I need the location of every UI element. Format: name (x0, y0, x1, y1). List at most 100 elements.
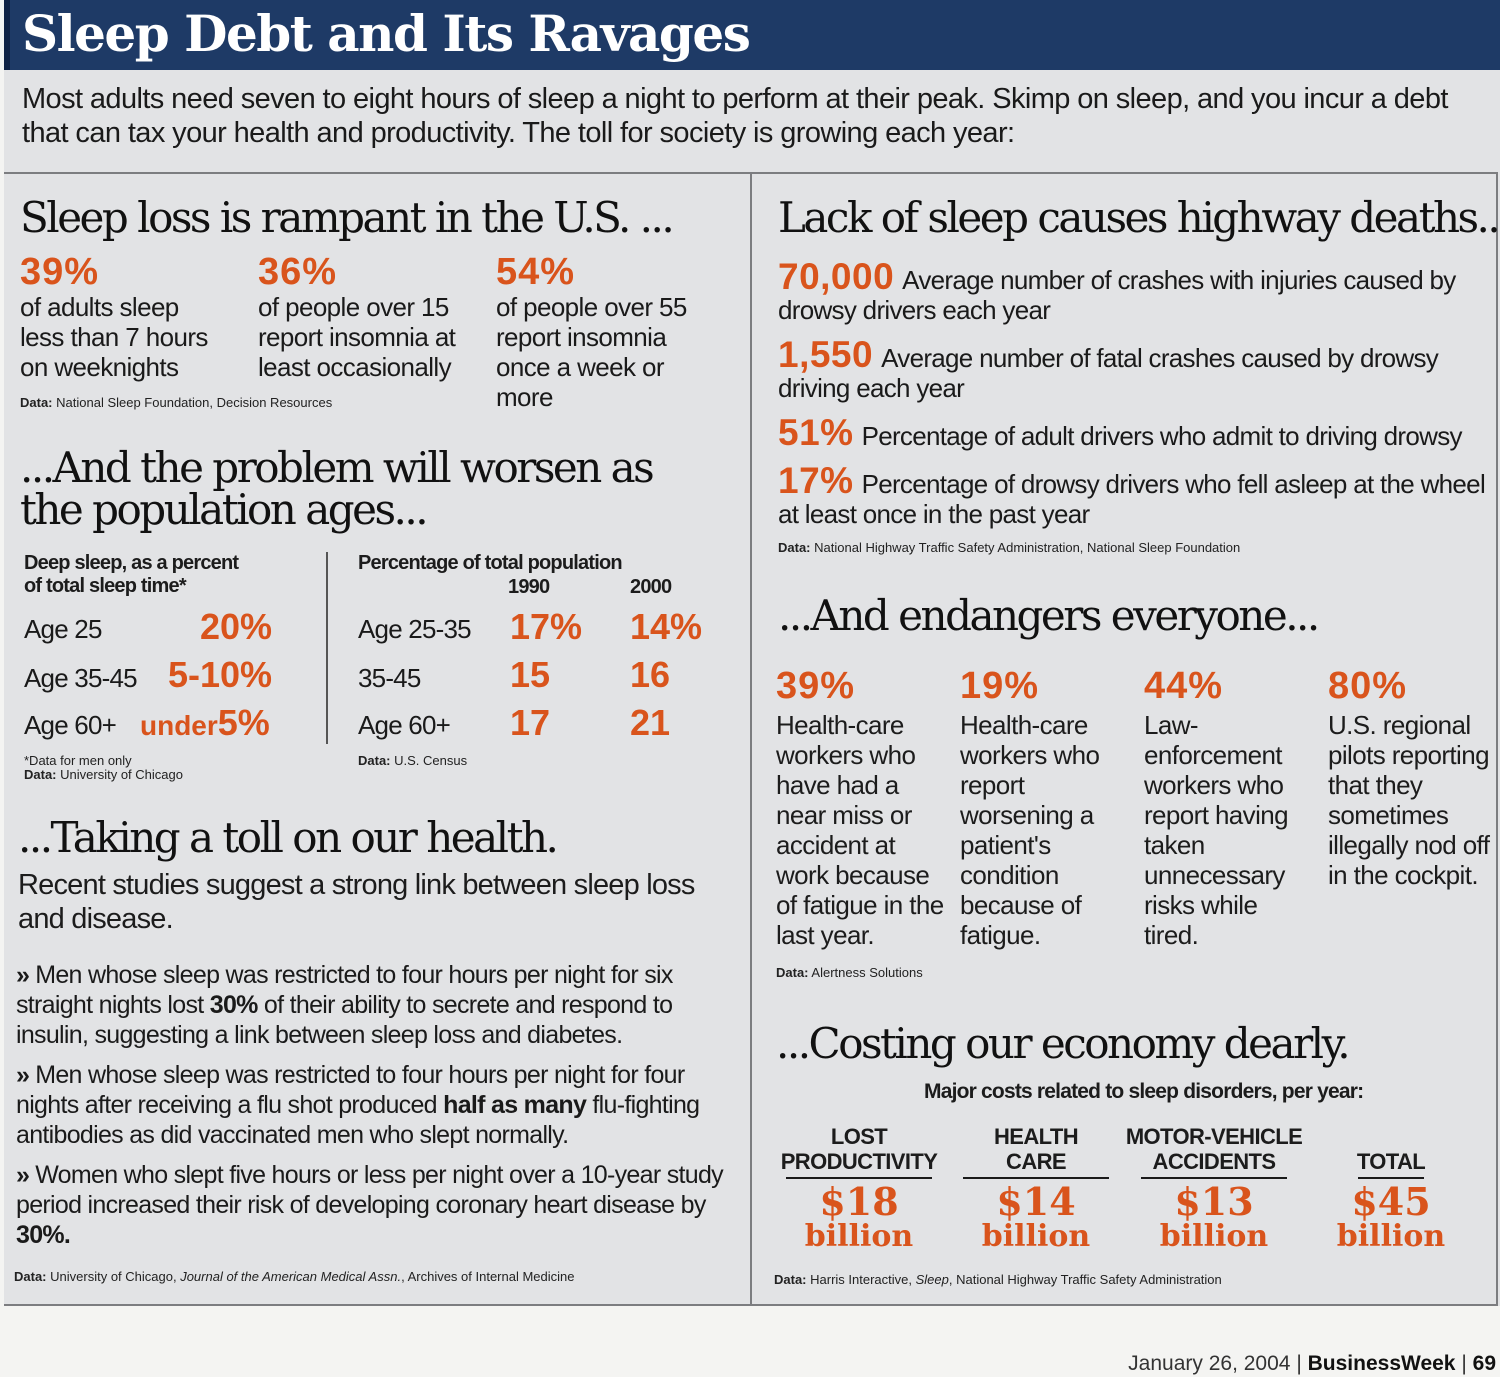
health-source: Data: University of Chicago, Journal of … (14, 1269, 575, 1284)
health-lead: Recent studies suggest a strong link bet… (18, 869, 695, 935)
deep-sleep-header-line1: Deep sleep, as a percent (24, 552, 239, 574)
rampant-stat: 36% of people over 15 report insomnia at… (258, 252, 488, 382)
pop-row-2000: 21 (630, 702, 671, 743)
source-label: Data: (24, 767, 57, 782)
page-title: Sleep Debt and Its Ravages (22, 4, 751, 63)
source-text: Harris Interactive, (810, 1272, 916, 1287)
rampant-stat-value: 54% (496, 251, 576, 293)
highway-stat: 17% Percentage of drowsy drivers who fell… (778, 462, 1490, 529)
economy-subhead: Major costs related to sleep disorders, … (924, 1080, 1364, 1103)
deep-source: Data: University of Chicago (24, 767, 183, 782)
cost-label: LOST PRODUCTIVITY (764, 1124, 954, 1174)
cost-label-line2: PRODUCTIVITY (780, 1149, 938, 1174)
title-bar-edge (4, 0, 10, 70)
double-chevron-icon: » (16, 1061, 30, 1089)
cost-label-line2: TOTAL (1356, 1149, 1426, 1174)
deep-row-label: Age 60+ (24, 710, 117, 740)
population-header: Percentage of total population (358, 552, 623, 574)
pop-row-1990: 15 (510, 654, 551, 695)
cost-underline (1141, 1177, 1287, 1179)
deep-footnote: *Data for men only (24, 753, 132, 768)
deep-row-value: under5% (140, 702, 270, 744)
health-bullet: » Men whose sleep was restricted to four … (16, 960, 728, 1050)
pop-row-label: 35-45 (358, 663, 421, 693)
cost-amount: $13 (1174, 1179, 1254, 1224)
cost-amount: $14 (996, 1179, 1076, 1224)
source-label: Data: (778, 540, 811, 555)
deep-row-prefix: under (140, 710, 218, 741)
double-chevron-icon: » (16, 961, 30, 989)
cost-amount: $18 (819, 1179, 899, 1224)
bullet-text: Women who slept five hours or less per n… (16, 1161, 724, 1219)
issue-date: January 26, 2004 (1128, 1352, 1291, 1375)
endangers-stat-value: 19% (960, 665, 1040, 707)
deep-row-label: Age 35-45 (24, 663, 138, 693)
rampant-stat-desc: of adults sleep less than 7 hours on wee… (20, 292, 208, 382)
cost-label-line2: CARE (1006, 1149, 1067, 1174)
rampant-heading: Sleep loss is rampant in the U.S. ... (20, 193, 675, 242)
page-footer: January 26, 2004 | BusinessWeek | 69 (1128, 1352, 1496, 1376)
source-text: U.S. Census (394, 753, 468, 768)
content-frame (4, 172, 1498, 1306)
highway-stat: 1,550 Average number of fatal crashes cau… (778, 336, 1490, 403)
pop-row-2000: 16 (630, 654, 671, 695)
pop-row-label: Age 25-35 (358, 614, 472, 644)
endangers-stat-value: 39% (776, 665, 856, 707)
page-number: 69 (1472, 1352, 1496, 1375)
health-heading: ...Taking a toll on our health. (18, 813, 559, 862)
endangers-stat-desc: Health-care workers who report worsening… (960, 710, 1100, 950)
pop-row-label: Age 60+ (358, 710, 451, 740)
cost-item: HEALTH CARE $14 billion (941, 1124, 1131, 1253)
cost-label: HEALTH CARE (941, 1124, 1131, 1174)
bullet-text-end: flu-fighting antibodies as did vaccinate… (16, 1091, 700, 1149)
cost-label-line1: LOST (830, 1124, 888, 1149)
source-label: Data: (14, 1269, 47, 1284)
cost-label: TOTAL (1296, 1124, 1486, 1174)
source-label: Data: (774, 1272, 807, 1287)
highway-stat: 70,000 Average number of crashes with inj… (778, 258, 1490, 325)
source-text: National Sleep Foundation, Decision Reso… (56, 395, 333, 410)
endangers-stat-value: 80% (1328, 665, 1408, 707)
cost-underline (1358, 1177, 1424, 1179)
footer-separator: | (1296, 1352, 1302, 1375)
health-bullet: » Men whose sleep was restricted to four … (16, 1060, 728, 1150)
endangers-stat-desc: U.S. regional pilots reporting that they… (1328, 710, 1490, 890)
endangers-stat: 19% Health-care workers who report worse… (960, 666, 1128, 950)
infographic-panel (4, 0, 1500, 1306)
deep-sleep-header: Deep sleep, as a percent of total sleep … (24, 552, 239, 598)
endangers-stat-desc: Health-care workers who have had a near … (776, 710, 944, 950)
worsen-heading-line2: the population ages... (20, 485, 429, 534)
bullet-emphasis: 30% (209, 991, 259, 1019)
highway-stat-value: 51% (778, 412, 854, 453)
endangers-stat-desc: Law-enforcement workers who report havin… (1144, 710, 1289, 950)
bullet-emphasis: 30%. (16, 1221, 71, 1249)
bullet-text: Men whose sleep was restricted to four h… (16, 961, 673, 1019)
rampant-stat-value: 39% (20, 251, 100, 293)
deep-sleep-header-line2: of total sleep time* (24, 575, 187, 597)
cost-unit: billion (1159, 1219, 1269, 1254)
rampant-stat: 54% of people over 55 report insomnia on… (496, 252, 726, 412)
economy-heading: ...Costing our economy dearly. (776, 1019, 1351, 1068)
source-text-end: , National Highway Traffic Safety Admini… (948, 1272, 1222, 1287)
highway-stat-value: 70,000 (778, 256, 895, 297)
table-divider (326, 552, 328, 744)
highway-stat-desc: Percentage of adult drivers who admit to… (861, 421, 1463, 451)
endangers-stat: 39% Health-care workers who have had a n… (776, 666, 944, 950)
intro-text: Most adults need seven to eight hours of… (22, 83, 1448, 149)
publication-name: BusinessWeek (1307, 1352, 1456, 1375)
source-text-end: , Archives of Internal Medicine (401, 1269, 575, 1284)
highway-stat-desc: Average number of fatal crashes caused b… (778, 343, 1439, 403)
endangers-source: Data: Alertness Solutions (776, 965, 923, 980)
rampant-stat: 39% of adults sleep less than 7 hours on… (20, 252, 250, 382)
highway-stat-value: 17% (778, 460, 854, 501)
double-chevron-icon: » (16, 1161, 30, 1189)
cost-item: LOST PRODUCTIVITY $18 billion (764, 1124, 954, 1253)
rampant-source: Data: National Sleep Foundation, Decisio… (20, 395, 332, 410)
endangers-stat-value: 44% (1144, 665, 1224, 707)
endangers-stat: 80% U.S. regional pilots reporting that … (1328, 666, 1496, 890)
cost-underline (963, 1177, 1109, 1179)
cost-unit: billion (1336, 1219, 1446, 1254)
cost-unit: billion (981, 1219, 1091, 1254)
bullet-text-end: of their ability to secrete and respond … (16, 991, 673, 1049)
highway-stat-desc: Average number of crashes with injuries … (778, 265, 1456, 325)
